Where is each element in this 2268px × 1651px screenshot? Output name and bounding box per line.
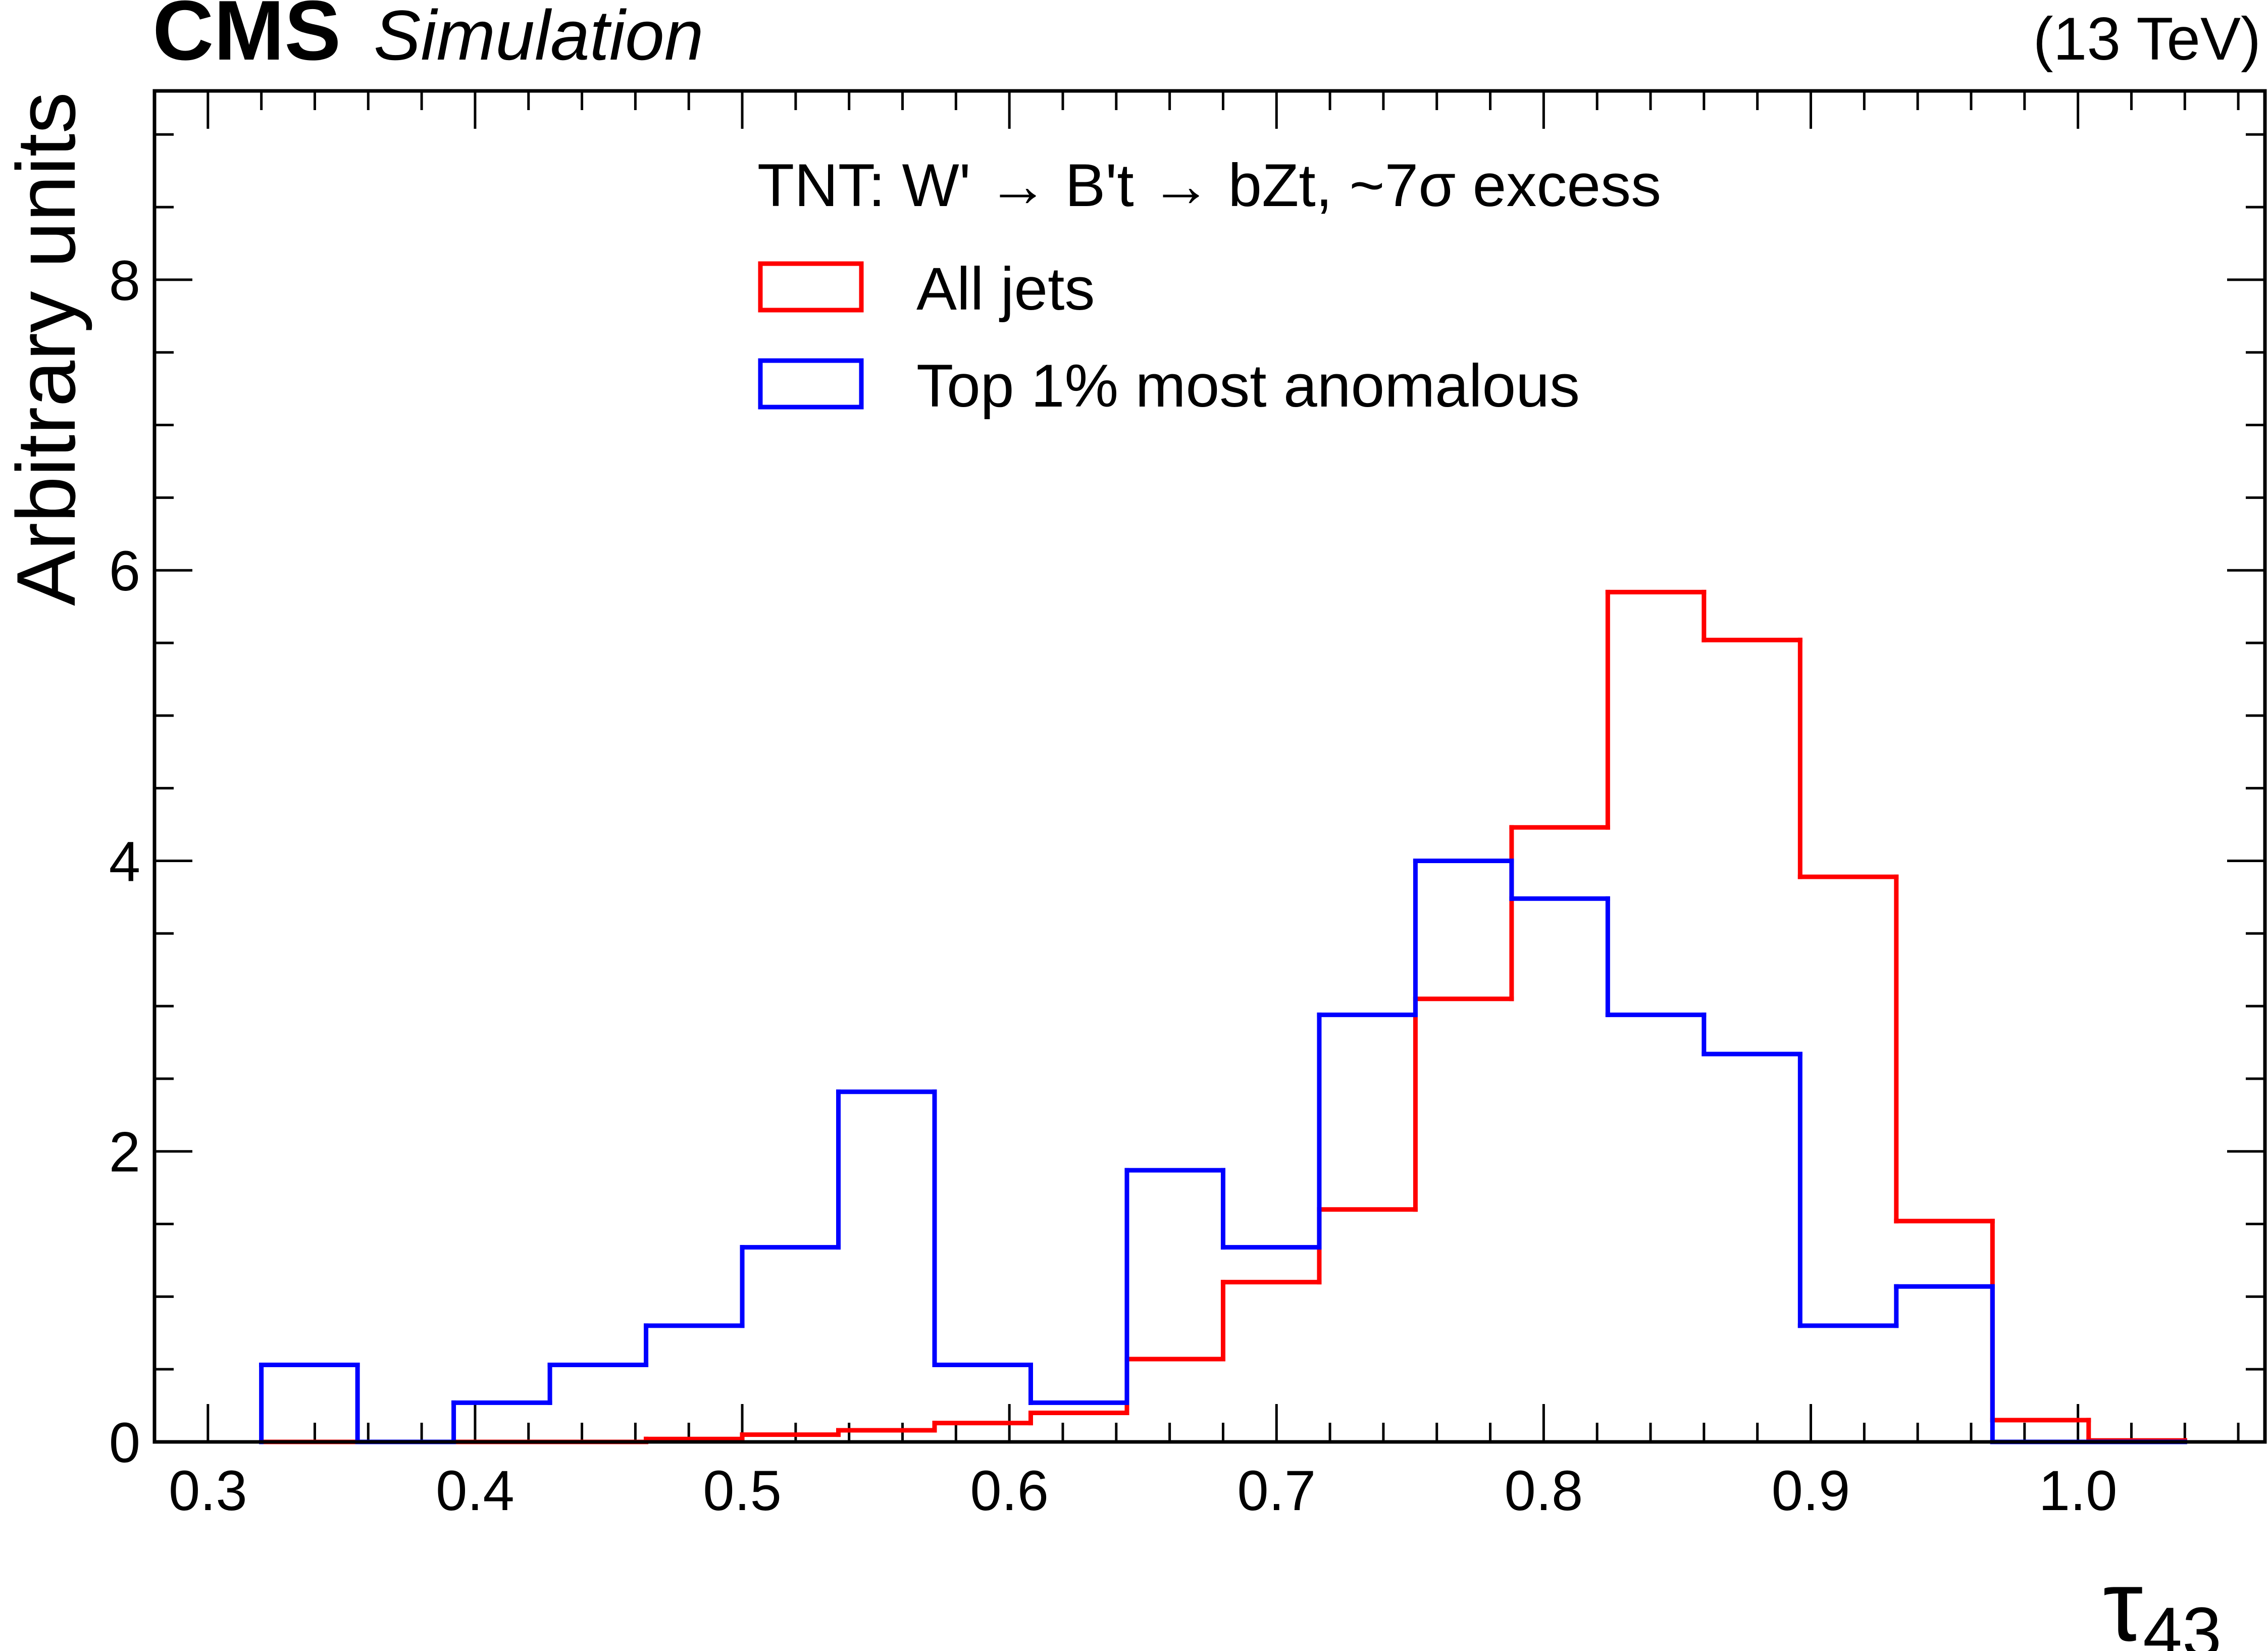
x-tick-label: 0.6: [970, 1459, 1049, 1522]
legend-swatch-top-1pct: [758, 358, 864, 410]
x-tick-label: 0.4: [436, 1459, 514, 1522]
x-tick-label: 0.7: [1237, 1459, 1316, 1522]
legend-title: TNT: W' → B't → bZt, ~7σ excess: [757, 152, 1661, 219]
x-tick-label: 0.9: [1772, 1459, 1850, 1522]
x-tick-label: 1.0: [2039, 1459, 2118, 1522]
axis-ticks: [153, 91, 2265, 1443]
histogram-series: [259, 589, 2187, 1444]
series-top-1pct: [259, 858, 2187, 1444]
legend-swatch-all-jets: [758, 261, 864, 313]
legend: TNT: W' → B't → bZt, ~7σ excess All jets…: [757, 152, 1661, 420]
x-tick-label: 0.3: [169, 1459, 247, 1522]
x-tick-label: 0.8: [1505, 1459, 1583, 1522]
simulation-label: Simulation: [374, 0, 704, 75]
y-axis-label: Arbitrary units: [0, 92, 92, 606]
x-tick-label: 0.5: [703, 1459, 782, 1522]
y-tick-label: 4: [109, 830, 140, 893]
x-axis-label-base: τ: [2103, 1549, 2143, 1651]
energy-label: (13 TeV): [2033, 5, 2261, 73]
y-tick-label: 0: [109, 1411, 140, 1474]
y-tick-label: 2: [109, 1121, 140, 1184]
axis-tick-labels: 0.3 0.4 0.5 0.6 0.7 0.8 0.9 1.0 0 2 4 6 8: [109, 249, 2118, 1522]
experiment-label: CMS: [152, 0, 341, 78]
y-tick-label: 6: [109, 539, 140, 603]
y-tick-label: 8: [109, 249, 140, 312]
legend-label-top-1pct: Top 1% most anomalous: [916, 352, 1580, 420]
x-axis-label-sub: 43: [2143, 1592, 2222, 1651]
plot-frame: [152, 89, 2267, 1444]
x-axis-label: τ43: [2103, 1549, 2222, 1651]
legend-label-all-jets: All jets: [916, 255, 1095, 323]
